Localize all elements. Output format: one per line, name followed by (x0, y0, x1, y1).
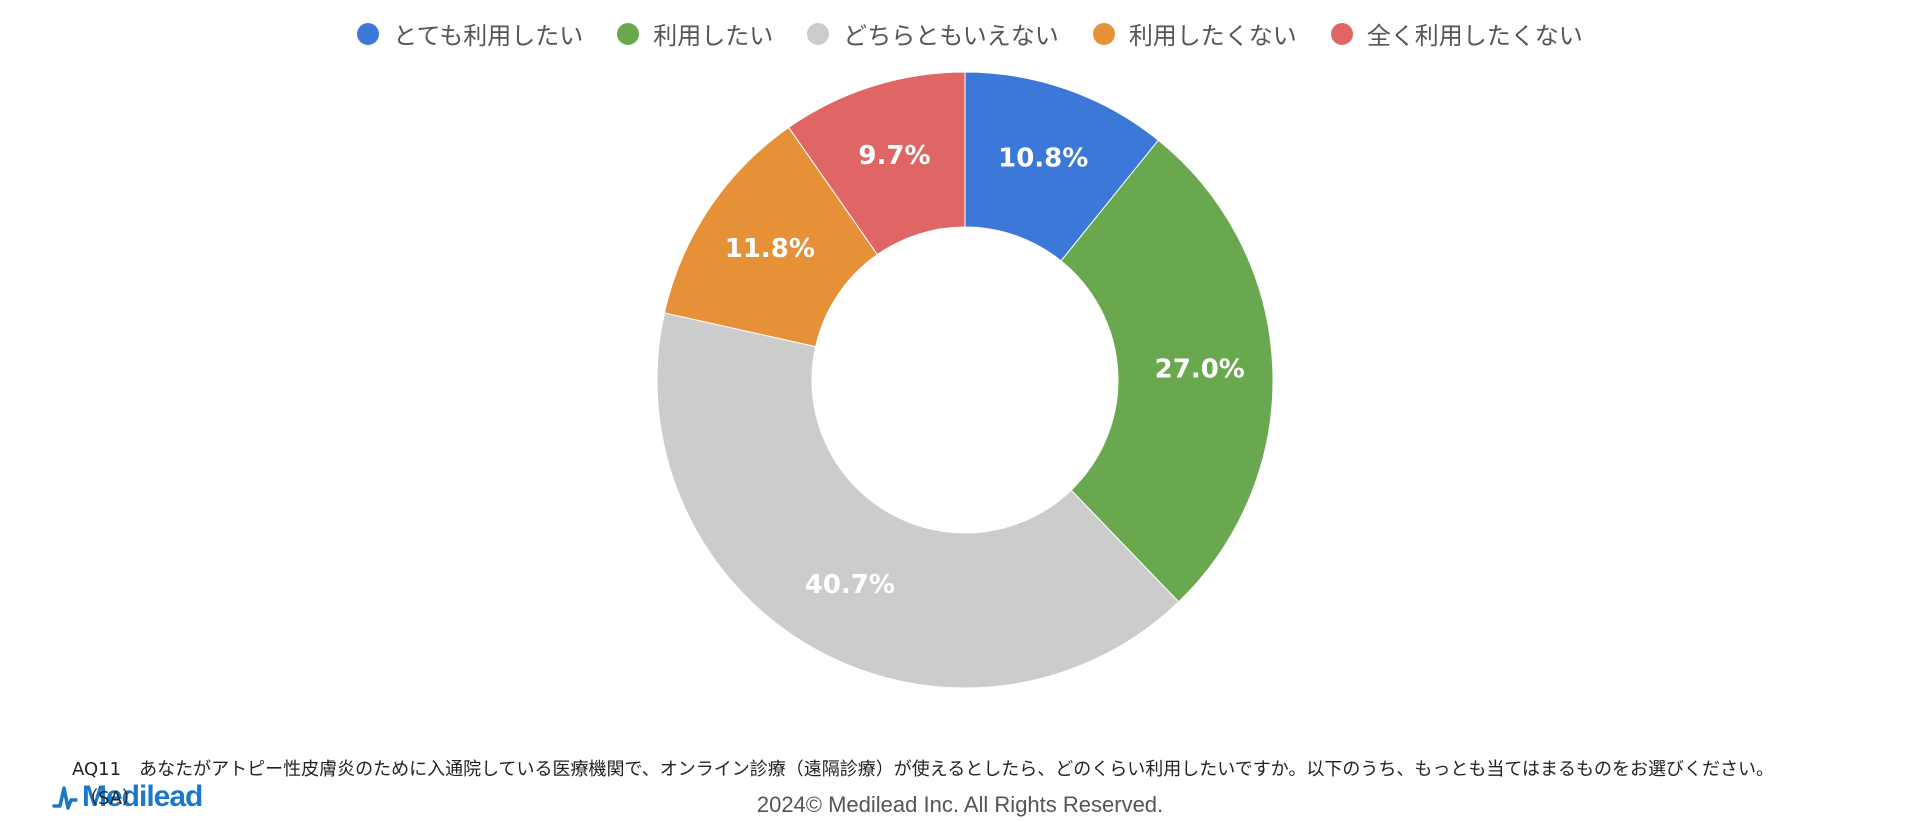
legend-label: 利用したい (653, 22, 774, 50)
slice-unwilling-label: 11.8% (725, 234, 815, 264)
pulse-icon (52, 786, 78, 810)
legend-swatch (617, 22, 640, 45)
legend-item-unwilling[interactable]: 利用したくない (1092, 16, 1297, 51)
legend-swatch (1330, 22, 1353, 45)
slice-willing-label: 27.0% (1155, 355, 1245, 385)
legend-item-willing[interactable]: 利用したい (617, 16, 773, 51)
copyright: 2024© Medilead Inc. All Rights Reserved. (756, 792, 1164, 817)
legend-label: 利用したくない (1128, 22, 1297, 50)
slice-willing[interactable] (1060, 139, 1274, 603)
brand-logo: Medilead (52, 780, 203, 814)
legend-item-very-willing[interactable]: とても利用したい (357, 16, 583, 51)
question-footnote: AQ11 あなたがアトピー性皮膚炎のために入通院している医療機関で、オンライン診… (72, 759, 1774, 780)
slice-very-unwilling[interactable] (787, 71, 966, 256)
legend: とても利用したい 利用したい どちらともいえない 利用したくない 全く利用したく… (0, 16, 1920, 51)
legend-item-neutral[interactable]: どちらともいえない (807, 16, 1059, 51)
legend-item-very-unwilling[interactable]: 全く利用したくない (1330, 16, 1583, 51)
logo-text: Medilead (82, 780, 203, 813)
legend-label: 全く利用したくない (1366, 22, 1583, 50)
slice-neutral[interactable] (656, 312, 1180, 689)
answer-type: （SA） (80, 788, 141, 809)
legend-label: どちらともいえない (843, 22, 1059, 50)
slices-group (656, 71, 1274, 689)
labels-group: 10.8% 27.0% 40.7% 11.8% 9.7% (725, 141, 1245, 600)
legend-swatch (1092, 22, 1115, 45)
slice-very-unwilling-label: 9.7% (858, 141, 930, 171)
legend-swatch (807, 22, 830, 45)
legend-swatch (357, 22, 380, 45)
slice-very-willing-label: 10.8% (998, 143, 1088, 173)
slice-neutral-label: 40.7% (805, 570, 895, 600)
legend-label: とても利用したい (393, 22, 584, 50)
